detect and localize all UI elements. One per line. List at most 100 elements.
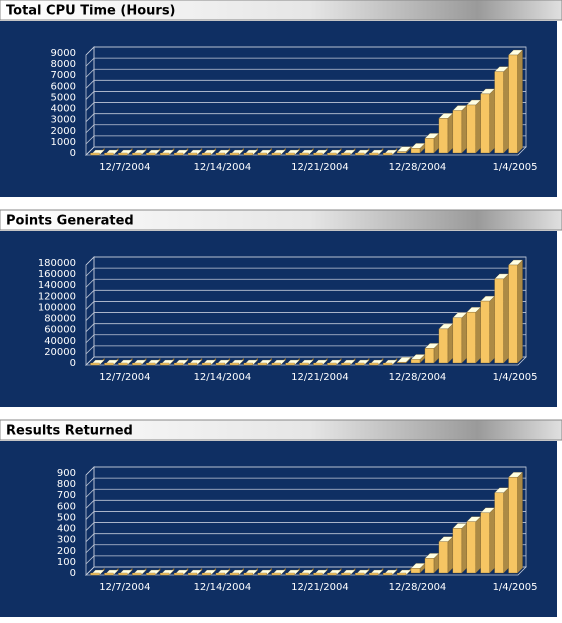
bar: [90, 357, 105, 366]
bar: [466, 99, 482, 154]
bar: [187, 357, 203, 366]
y-tick-label: 0: [70, 148, 76, 159]
y-tick-label: 0: [70, 358, 76, 369]
grid-line: [85, 278, 526, 288]
grid-line: [85, 323, 526, 332]
bar: [173, 567, 189, 576]
grid-line: [85, 312, 526, 321]
bar: [131, 357, 147, 366]
y-tick-label: 300: [57, 535, 76, 546]
y-tick-label: 900: [57, 468, 76, 479]
bar: [131, 567, 147, 576]
header-bar: [0, 419, 562, 441]
grid-line: [85, 91, 526, 100]
grid-line: [85, 124, 526, 134]
bar: [257, 147, 273, 156]
bar: [382, 567, 398, 576]
y-tick-label: 400: [57, 524, 76, 535]
grid-line: [85, 511, 526, 520]
y-tick-label: 7000: [51, 70, 76, 81]
x-tick-label: 1/4/2005: [493, 582, 538, 593]
y-tick-label: 600: [57, 501, 76, 512]
bar: [354, 147, 370, 156]
bar: [201, 567, 217, 576]
bar: [173, 147, 189, 156]
x-tick-label: 12/7/2004: [99, 582, 150, 593]
grid-line: [85, 135, 526, 145]
bar: [299, 147, 314, 156]
grid-line: [85, 555, 526, 565]
bar: [131, 147, 147, 156]
bar: [159, 567, 175, 576]
x-tick-label: 12/21/2004: [291, 582, 349, 593]
bar: [354, 567, 370, 576]
bar: [229, 147, 245, 156]
bar: [340, 567, 356, 576]
bar: [90, 147, 105, 156]
bar: [438, 323, 454, 364]
bar: [104, 147, 119, 156]
bar: [159, 147, 175, 156]
grid-line: [85, 345, 526, 355]
x-tick-label: 1/4/2005: [493, 162, 538, 173]
grid-line: [85, 499, 526, 509]
bar: [104, 567, 119, 576]
grid-line: [85, 477, 526, 487]
bar: [508, 49, 523, 154]
y-tick-label: 2000: [51, 126, 76, 137]
bar: [340, 357, 356, 366]
bar: [243, 147, 259, 156]
bar: [480, 295, 496, 364]
bar: [340, 147, 356, 156]
bar: [201, 357, 217, 366]
x-tick-label: 1/4/2005: [493, 372, 538, 383]
y-tick-label: 60000: [44, 325, 76, 336]
bar: [285, 357, 300, 366]
bar: [90, 567, 105, 576]
grid-line: [85, 533, 526, 542]
bar: [466, 306, 482, 364]
chart-title: Total CPU Time (Hours): [6, 4, 176, 19]
x-tick-label: 12/14/2004: [194, 162, 252, 173]
y-tick-label: 160000: [38, 269, 76, 280]
bar: [452, 105, 468, 154]
bar: [229, 357, 245, 366]
bar: [480, 88, 496, 154]
bar: [215, 357, 231, 366]
x-tick-label: 12/21/2004: [291, 372, 349, 383]
grid-line: [85, 46, 526, 56]
grid-line: [85, 267, 526, 277]
bar: [299, 357, 314, 366]
y-tick-label: 140000: [38, 280, 76, 291]
bar: [382, 147, 398, 156]
y-tick-label: 120000: [38, 291, 76, 302]
bar: [480, 507, 496, 574]
grid-line: [85, 544, 526, 554]
bar: [173, 357, 189, 366]
header-bar: [0, 0, 562, 21]
x-tick-label: 12/28/2004: [389, 582, 447, 593]
grid-line: [85, 68, 526, 78]
bar: [424, 552, 440, 574]
grid-line: [85, 566, 526, 576]
bar: [257, 357, 273, 366]
bar: [313, 147, 328, 156]
bar: [243, 567, 259, 576]
bar: [396, 146, 412, 154]
x-tick-label: 12/14/2004: [194, 372, 252, 383]
chart-title: Results Returned: [6, 424, 133, 439]
chart-title: Points Generated: [6, 214, 134, 229]
y-tick-label: 3000: [51, 115, 76, 126]
grid-line: [85, 356, 526, 366]
y-tick-label: 4000: [51, 104, 76, 115]
x-tick-label: 12/28/2004: [389, 372, 447, 383]
grid-line: [85, 57, 526, 67]
bar: [145, 567, 161, 576]
grid-line: [85, 488, 526, 498]
bar: [368, 567, 384, 576]
bar: [424, 342, 440, 364]
x-tick-label: 12/21/2004: [291, 162, 349, 173]
grid-line: [85, 79, 526, 89]
bar: [187, 567, 203, 576]
